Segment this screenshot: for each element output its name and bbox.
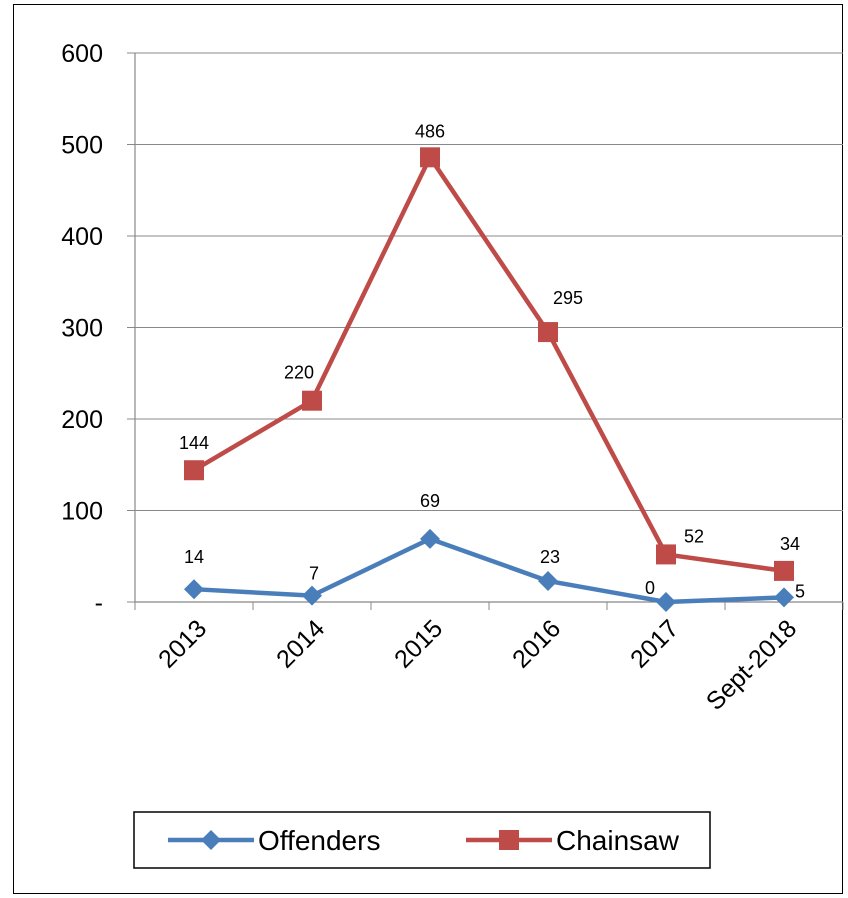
- x-tick-label: 2016: [507, 614, 566, 673]
- y-tick-label: 300: [61, 315, 103, 343]
- y-tick-label: 500: [61, 132, 103, 160]
- y-tick-label: -: [95, 589, 103, 617]
- chainsaw-point: [302, 390, 322, 411]
- x-tick-label: Sept-2018: [701, 614, 802, 715]
- series-line-offenders: [193, 536, 785, 605]
- offenders-point: [538, 570, 558, 591]
- axes: [127, 52, 844, 610]
- legend-marker-diamond: [201, 830, 221, 850]
- offenders-data-label: 0: [645, 578, 655, 598]
- chainsaw-data-label: 486: [415, 121, 445, 141]
- offenders-point: [184, 579, 204, 600]
- series-group: [184, 147, 794, 612]
- chainsaw-data-label: 52: [684, 526, 704, 546]
- offenders-point: [656, 592, 676, 612]
- chainsaw-data-label: 220: [284, 363, 314, 383]
- offenders-data-label: 69: [420, 491, 440, 511]
- chainsaw-data-label: 295: [553, 288, 583, 308]
- legend-label-offenders: Offenders: [258, 825, 380, 856]
- offenders-point: [774, 587, 794, 608]
- data-labels: 14 7 69 23 0 5 144 220 486 295 52 34: [179, 121, 805, 601]
- offenders-point: [420, 528, 440, 549]
- legend-marker-square: [499, 830, 519, 850]
- x-tick-label: 2014: [271, 614, 330, 673]
- chainsaw-data-label: 144: [179, 433, 209, 453]
- x-tick-label: 2015: [389, 614, 448, 673]
- chainsaw-point: [538, 322, 558, 343]
- offenders-data-label: 7: [309, 564, 319, 584]
- y-tick-label: 100: [61, 498, 103, 526]
- y-tick-label: 600: [61, 40, 103, 68]
- legend-label-chainsaw: Chainsaw: [556, 825, 680, 856]
- chainsaw-data-label: 34: [780, 534, 800, 554]
- chainsaw-point: [774, 560, 794, 581]
- y-tick-label: 400: [61, 223, 103, 251]
- legend: Offenders Chainsaw: [133, 811, 711, 869]
- y-tick-labels: - 100 200 300 400 500 600: [61, 40, 103, 617]
- chainsaw-point: [656, 544, 676, 565]
- x-tick-label: 2017: [625, 614, 684, 673]
- series-line-chainsaw: [192, 155, 785, 574]
- gridlines: [135, 52, 843, 511]
- chainsaw-point: [184, 460, 204, 481]
- chainsaw-point: [420, 147, 440, 168]
- x-tick-labels: 2013 2014 2015 2016 2017 Sept-2018: [153, 614, 802, 715]
- offenders-data-label: 14: [184, 547, 204, 567]
- offenders-data-label: 23: [540, 547, 560, 567]
- offenders-point: [302, 585, 322, 606]
- x-tick-label: 2013: [153, 614, 212, 673]
- y-tick-label: 200: [61, 406, 103, 434]
- offenders-data-label: 5: [795, 581, 805, 601]
